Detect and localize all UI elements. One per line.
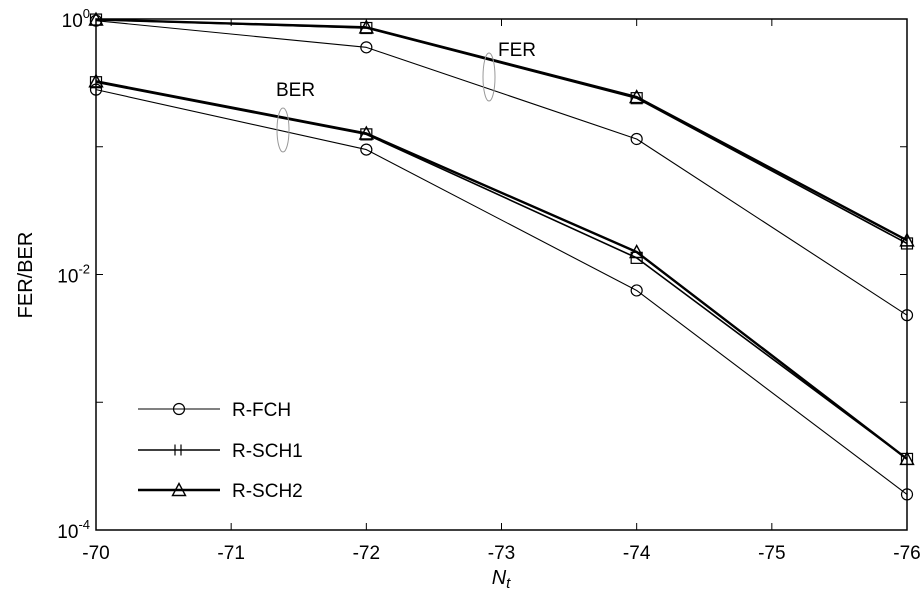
marker-triangle xyxy=(88,11,104,26)
x-tick-label: -72 xyxy=(353,543,380,564)
series-group xyxy=(88,11,915,501)
y-tick-label: 100 xyxy=(62,6,90,32)
marker-circle xyxy=(900,488,914,501)
marker-triangle xyxy=(899,232,915,247)
plot-area-group xyxy=(95,18,908,531)
series-R-SCH1-BER xyxy=(89,76,914,466)
marker-triangle xyxy=(628,244,645,259)
x-tick-label: -70 xyxy=(82,543,109,564)
plot-frame xyxy=(95,18,908,531)
marker-circle xyxy=(89,83,103,96)
marker-circle xyxy=(630,132,643,146)
ber-annotation: BER xyxy=(276,80,315,101)
legend-label: R-SCH2 xyxy=(232,481,303,502)
series-line xyxy=(95,80,908,460)
legend-item-R-SCH1: R-SCH1 xyxy=(138,441,303,462)
x-tick-label: -74 xyxy=(623,543,651,564)
series-line xyxy=(95,18,908,242)
series-R-FCH-FER xyxy=(89,14,914,322)
fer-ellipse xyxy=(482,52,496,102)
series-R-FCH-BER xyxy=(89,83,914,501)
legend-item-R-FCH: R-FCH xyxy=(138,400,291,421)
marker-triangle xyxy=(358,125,375,140)
marker-circle xyxy=(360,41,373,54)
marker-triangle xyxy=(358,19,375,34)
y-tick-label: 10-4 xyxy=(57,517,90,543)
series-line xyxy=(95,20,908,316)
legend-label: R-FCH xyxy=(232,400,291,421)
x-axis-label: Nt xyxy=(492,567,511,592)
y-axis-label: FER/BER xyxy=(15,232,37,319)
legend: R-FCH R-SCH1 R-SCH2 xyxy=(138,400,303,502)
marker-triangle xyxy=(628,89,645,104)
legend-label: R-SCH1 xyxy=(232,441,303,462)
marker-circle xyxy=(360,143,373,156)
x-tick-label: -75 xyxy=(758,543,785,564)
marker-triangle xyxy=(88,73,104,88)
x-tick-label: -76 xyxy=(893,543,920,564)
series-line xyxy=(95,89,908,495)
x-tick-label: -71 xyxy=(217,543,244,564)
marker-square xyxy=(630,92,643,105)
series-R-SCH2-FER xyxy=(88,11,915,247)
fer-annotation: FER xyxy=(498,40,536,61)
series-R-SCH2-BER xyxy=(88,73,915,466)
axis-ticks: -70 -71 -72 -73 -74 -75 -76 100 10-2 10-4 xyxy=(57,6,920,564)
annotations: FER BER xyxy=(276,40,536,153)
marker-square xyxy=(360,128,373,141)
marker-circle xyxy=(172,402,186,416)
marker-circle xyxy=(630,284,643,297)
ber-ellipse xyxy=(276,107,290,153)
legend-item-R-SCH2: R-SCH2 xyxy=(138,481,303,502)
y-tick-label: 10-2 xyxy=(57,262,90,288)
marker-triangle xyxy=(171,482,187,497)
marker-circle xyxy=(900,309,914,322)
marker-triangle xyxy=(899,450,915,466)
x-tick-label: -73 xyxy=(488,543,515,564)
